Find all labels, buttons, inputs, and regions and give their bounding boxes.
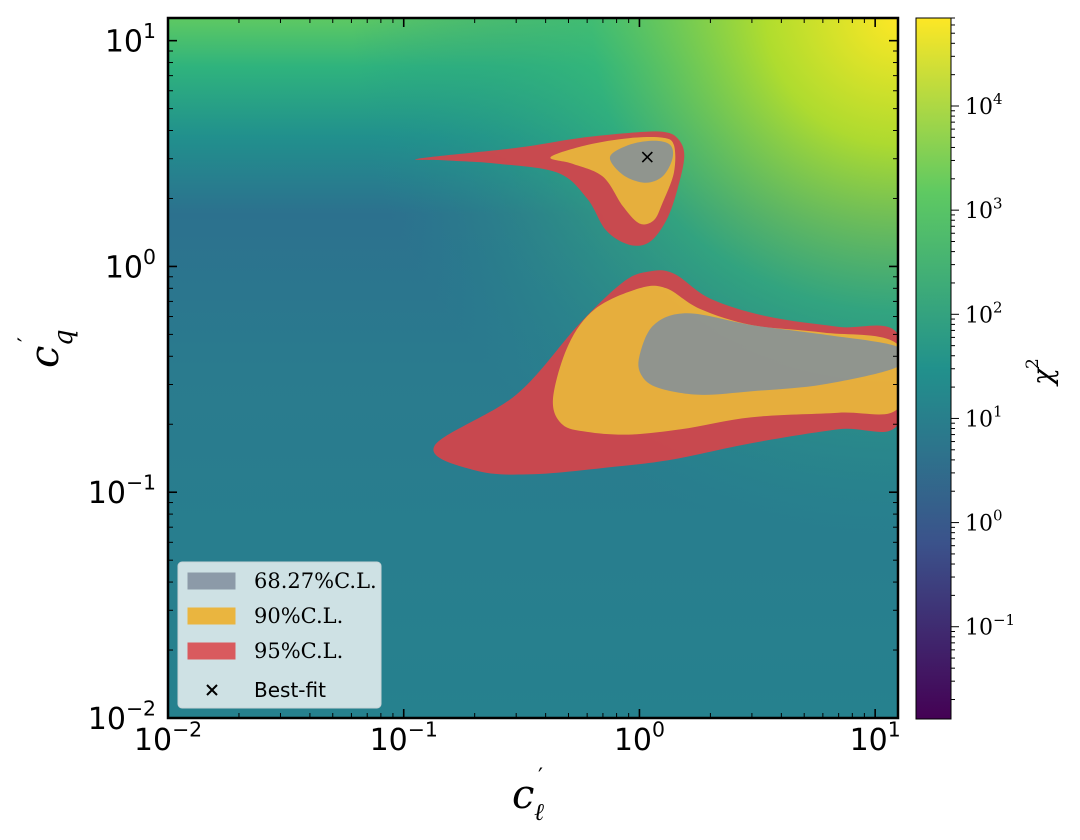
y-tick-label: 100 bbox=[105, 245, 156, 286]
colorbar-tick-label: 100 bbox=[965, 507, 1003, 537]
y-axis-label-prime: ′ bbox=[15, 337, 40, 342]
legend-label: 90%C.L. bbox=[254, 604, 343, 628]
colorbar-tick-label: 103 bbox=[965, 194, 1003, 224]
colorbar-tick-label: 10−1 bbox=[965, 611, 1015, 641]
x-tick-label: 10−2 bbox=[134, 718, 202, 759]
y-axis-label-base: c bbox=[22, 346, 68, 368]
x-tick-label: 100 bbox=[614, 718, 665, 759]
cl-6827-upper-island bbox=[609, 140, 674, 183]
legend-swatch bbox=[187, 642, 236, 660]
x-axis-label-prime: ′ bbox=[538, 765, 543, 790]
legend-swatch bbox=[187, 607, 236, 625]
x-axis-label-base: c bbox=[512, 772, 534, 818]
colorbar-tick-label: 101 bbox=[965, 403, 1003, 433]
colorbar-label: χ 2 bbox=[1023, 358, 1059, 387]
colorbar-scale bbox=[915, 17, 952, 720]
best-fit-marker bbox=[641, 151, 653, 163]
colorbar-tick-label: 102 bbox=[965, 298, 1003, 328]
legend-label: 95%C.L. bbox=[254, 639, 343, 663]
legend-entries: 68.27%C.L. 90%C.L. 95%C.L. Best-fit bbox=[187, 569, 377, 702]
best-fit-layer bbox=[641, 151, 653, 163]
colorbar-label-base: χ bbox=[1026, 366, 1059, 387]
legend-label: 68.27%C.L. bbox=[254, 569, 377, 593]
y-tick-label: 101 bbox=[105, 19, 156, 60]
y-axis-label-sub: q bbox=[49, 329, 79, 346]
x-axis-label-sub: ℓ bbox=[534, 798, 544, 826]
y-tick-label: 10−1 bbox=[88, 471, 156, 512]
legend-marker bbox=[206, 684, 218, 696]
legend-swatch bbox=[187, 572, 236, 590]
y-axis-label: c ′ q bbox=[15, 329, 79, 368]
x-axis-label: c ′ ℓ bbox=[512, 765, 544, 826]
x-axis-ticks: 10−2 10−1 100 101 bbox=[134, 18, 901, 758]
confidence-regions bbox=[414, 131, 898, 475]
cl-6827-lower-band bbox=[638, 313, 898, 395]
legend: 68.27%C.L. 90%C.L. 95%C.L. Best-fit bbox=[177, 561, 382, 709]
colorbar-label-sup: 2 bbox=[1023, 358, 1043, 369]
colorbar: 10−1 100 101 102 103 104 χ 2 bbox=[915, 17, 1059, 720]
x-tick-label: 101 bbox=[850, 718, 901, 759]
colorbar-tick-label: 104 bbox=[965, 90, 1003, 120]
plot-frame bbox=[166, 16, 900, 720]
colorbar-ticks: 10−1 100 101 102 103 104 bbox=[951, 17, 1015, 701]
legend-label: Best-fit bbox=[254, 678, 326, 702]
y-axis-ticks: 10−2 10−1 100 101 bbox=[88, 19, 898, 737]
x-tick-label: 10−1 bbox=[370, 718, 438, 759]
y-tick-label: 10−2 bbox=[88, 697, 156, 738]
legend-box bbox=[177, 561, 382, 709]
plot-area bbox=[168, 18, 898, 718]
